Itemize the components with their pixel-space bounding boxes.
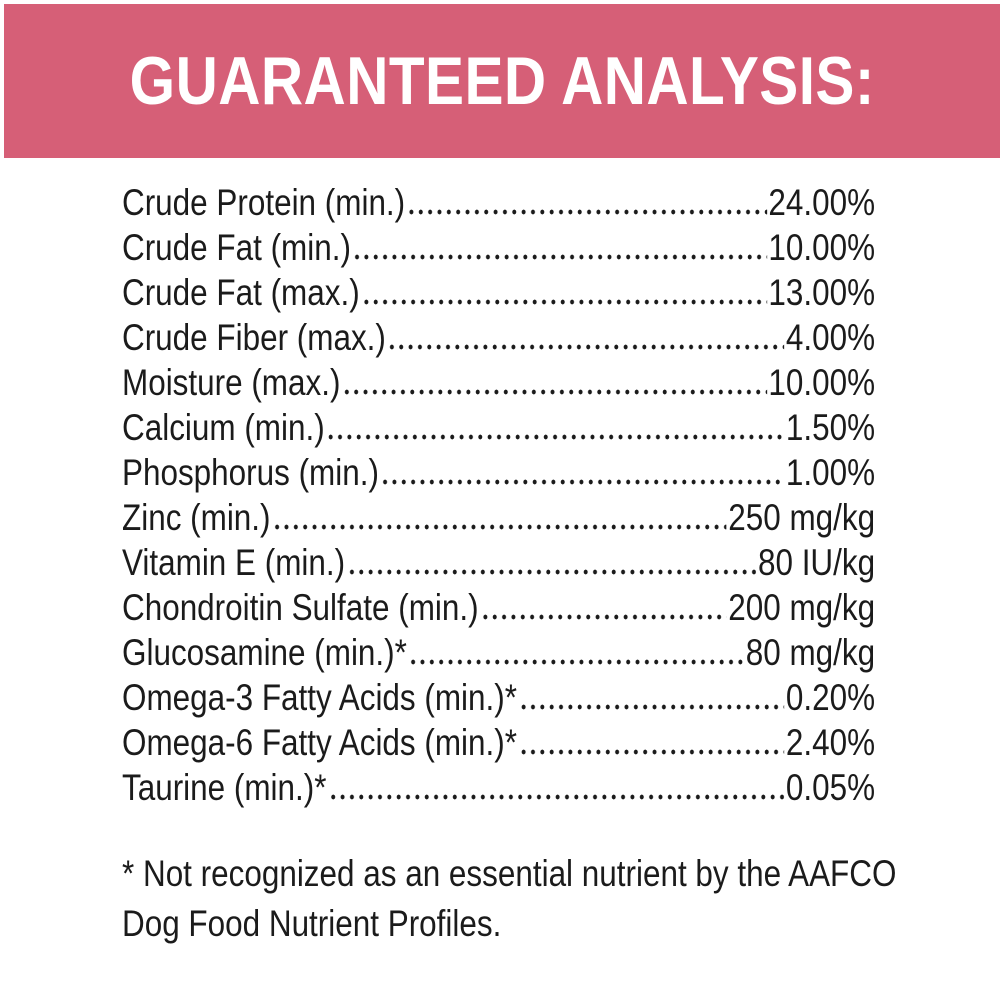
analysis-row: Calcium (min.) 1.50%: [122, 405, 875, 450]
nutrient-name: Omega-3 Fatty Acids (min.)*: [122, 677, 517, 718]
analysis-row: Crude Fat (min.) 10.00%: [122, 225, 875, 270]
nutrient-name: Omega-6 Fatty Acids (min.)*: [122, 722, 517, 763]
analysis-row: Vitamin E (min.) 80 IU/kg: [122, 540, 875, 585]
analysis-row: Moisture (max.) 10.00%: [122, 360, 875, 405]
dotted-leader: [380, 477, 785, 485]
analysis-row: Omega-6 Fatty Acids (min.)* 2.40%: [122, 720, 875, 765]
dotted-leader: [342, 387, 767, 395]
nutrient-name: Calcium (min.): [122, 407, 325, 448]
nutrient-name: Chondroitin Sulfate (min.): [122, 587, 479, 628]
nutrient-value: 10.00%: [768, 362, 876, 403]
nutrient-name: Crude Fiber (max.): [122, 317, 386, 358]
nutrient-name: Vitamin E (min.): [122, 542, 346, 583]
dotted-leader: [387, 342, 785, 350]
dotted-leader: [408, 657, 745, 665]
dotted-leader: [518, 747, 785, 755]
nutrient-value: 1.00%: [785, 452, 876, 493]
nutrient-value: 80 IU/kg: [757, 542, 876, 583]
dotted-leader: [352, 252, 767, 260]
dotted-leader: [480, 612, 727, 620]
nutrient-value: 13.00%: [768, 272, 876, 313]
nutrient-value: 0.05%: [785, 767, 876, 808]
nutrient-name: Moisture (max.): [122, 362, 341, 403]
analysis-row: Crude Protein (min.) 24.00%: [122, 180, 875, 225]
nutrient-value: 80 mg/kg: [745, 632, 876, 673]
dotted-leader: [272, 522, 727, 530]
page-title: GUARANTEED ANALYSIS:: [129, 43, 875, 119]
nutrient-name: Glucosamine (min.)*: [122, 632, 407, 673]
analysis-row: Glucosamine (min.)* 80 mg/kg: [122, 630, 875, 675]
analysis-row: Chondroitin Sulfate (min.) 200 mg/kg: [122, 585, 875, 630]
analysis-row: Omega-3 Fatty Acids (min.)* 0.20%: [122, 675, 875, 720]
analysis-row: Zinc (min.) 250 mg/kg: [122, 495, 875, 540]
footnote-line: Dog Food Nutrient Profiles.: [122, 903, 502, 944]
analysis-row: Crude Fiber (max.) 4.00%: [122, 315, 875, 360]
nutrient-value: 1.50%: [785, 407, 876, 448]
footnote: * Not recognized as an essential nutrien…: [122, 849, 897, 949]
nutrient-value: 0.20%: [785, 677, 876, 718]
dotted-leader: [326, 432, 785, 440]
nutrient-value: 250 mg/kg: [728, 497, 876, 538]
analysis-row: Crude Fat (max.) 13.00%: [122, 270, 875, 315]
dotted-leader: [346, 567, 757, 575]
analysis-row: Phosphorus (min.) 1.00%: [122, 450, 875, 495]
nutrient-name: Phosphorus (min.): [122, 452, 379, 493]
nutrient-value: 10.00%: [768, 227, 876, 268]
nutrient-value: 24.00%: [768, 182, 876, 223]
nutrient-name: Zinc (min.): [122, 497, 271, 538]
dotted-leader: [328, 792, 785, 800]
nutrient-name: Crude Fat (min.): [122, 227, 351, 268]
analysis-list: Crude Protein (min.) 24.00% Crude Fat (m…: [122, 180, 875, 810]
nutrient-name: Taurine (min.)*: [122, 767, 327, 808]
analysis-row: Taurine (min.)* 0.05%: [122, 765, 875, 810]
footnote-line: * Not recognized as an essential nutrien…: [122, 853, 897, 894]
nutrient-name: Crude Protein (min.): [122, 182, 406, 223]
dotted-leader: [518, 702, 785, 710]
header-banner: GUARANTEED ANALYSIS:: [4, 4, 1000, 158]
dotted-leader: [406, 207, 767, 215]
nutrient-name: Crude Fat (max.): [122, 272, 360, 313]
nutrient-value: 2.40%: [785, 722, 876, 763]
nutrient-value: 200 mg/kg: [728, 587, 876, 628]
dotted-leader: [361, 297, 767, 305]
nutrient-value: 4.00%: [785, 317, 876, 358]
